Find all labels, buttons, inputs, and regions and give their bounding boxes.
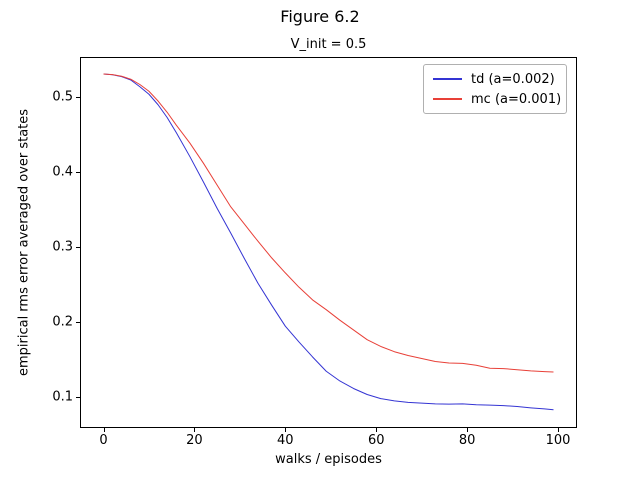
chart-canvas	[103, 73, 554, 411]
y-tick-label: 0.4	[52, 164, 73, 180]
legend-label-td: td (a=0.002)	[471, 71, 555, 87]
legend: td (a=0.002) mc (a=0.001)	[423, 64, 567, 114]
x-tick-label: 80	[458, 433, 476, 448]
y-tick-label: 0.2	[52, 314, 73, 330]
y-tick-label: 0.3	[52, 239, 73, 255]
x-tick-mark	[285, 428, 287, 432]
y-axis-label: empirical rms error averaged over states	[16, 108, 32, 377]
y-tick-mark	[76, 96, 80, 98]
x-tick-label: 20	[186, 433, 203, 448]
x-tick-mark	[558, 428, 560, 432]
y-tick-mark	[76, 246, 80, 248]
x-tick-mark	[467, 428, 469, 432]
x-tick-label: 0	[99, 433, 108, 448]
y-tick-label: 0.1	[52, 389, 73, 405]
x-tick-mark	[194, 428, 196, 432]
td-line-swatch	[433, 78, 462, 80]
x-tick-label: 60	[367, 433, 385, 448]
x-tick-label: 40	[277, 433, 294, 448]
y-tick-mark	[76, 321, 80, 323]
x-tick-mark	[376, 428, 378, 432]
figure-title: Figure 6.2	[280, 7, 360, 26]
plot-area	[80, 57, 577, 428]
legend-label-mc: mc (a=0.001)	[471, 91, 562, 107]
y-tick-mark	[76, 396, 80, 398]
axes-subtitle: V_init = 0.5	[290, 37, 367, 52]
legend-entry-mc: mc (a=0.001)	[433, 89, 562, 109]
series-line-mc	[103, 73, 554, 373]
y-tick-label: 0.5	[52, 89, 73, 104]
legend-entry-td: td (a=0.002)	[433, 69, 558, 89]
x-tick-label: 100	[545, 433, 571, 448]
x-tick-mark	[103, 428, 105, 432]
x-axis-label: walks / episodes	[275, 452, 382, 467]
y-tick-mark	[76, 171, 80, 173]
series-line-td	[103, 73, 554, 411]
mc-line-swatch	[433, 98, 462, 100]
